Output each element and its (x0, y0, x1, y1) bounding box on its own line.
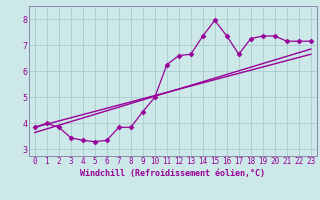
X-axis label: Windchill (Refroidissement éolien,°C): Windchill (Refroidissement éolien,°C) (80, 169, 265, 178)
